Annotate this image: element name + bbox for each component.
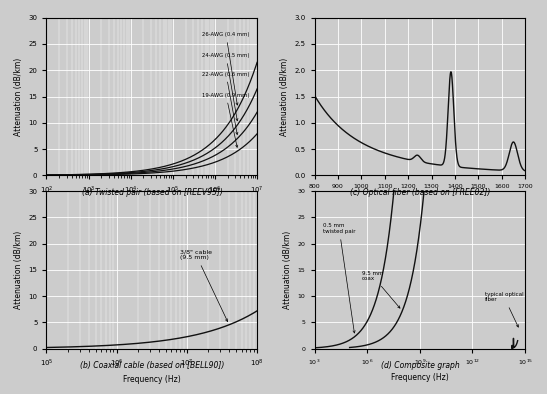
X-axis label: Frequency (Hz): Frequency (Hz) <box>123 375 181 384</box>
Y-axis label: Attenuation (dB/km): Attenuation (dB/km) <box>14 58 23 136</box>
Text: (b) Coaxial cable (based on [BELL90]): (b) Coaxial cable (based on [BELL90]) <box>80 361 224 370</box>
Y-axis label: Attenuation (dB/km): Attenuation (dB/km) <box>283 231 292 309</box>
Text: (c) Optical fiber (based on [FREE02]): (c) Optical fiber (based on [FREE02]) <box>350 188 490 197</box>
Text: 22-AWG (0.6 mm): 22-AWG (0.6 mm) <box>202 72 250 134</box>
Text: (d) Composite graph: (d) Composite graph <box>381 361 459 370</box>
Text: typical optical
fiber: typical optical fiber <box>485 292 523 327</box>
X-axis label: Wavelength in vacuum (nm): Wavelength in vacuum (nm) <box>365 195 474 204</box>
Text: 0.5 mm
twisted pair: 0.5 mm twisted pair <box>323 223 356 333</box>
Text: 24-AWG (0.5 mm): 24-AWG (0.5 mm) <box>202 53 250 121</box>
Text: 9.5 mm
coax: 9.5 mm coax <box>362 271 400 308</box>
Text: 26-AWG (0.4 mm): 26-AWG (0.4 mm) <box>202 32 250 105</box>
X-axis label: Frequency (Hz): Frequency (Hz) <box>391 373 449 381</box>
Text: (a) Twisted pair (based on [REEV95]): (a) Twisted pair (based on [REEV95]) <box>82 188 223 197</box>
Text: 19-AWG (0.9 mm): 19-AWG (0.9 mm) <box>202 93 250 147</box>
Y-axis label: Attenuation (dB/km): Attenuation (dB/km) <box>14 231 23 309</box>
Text: 3/8" cable
(9.5 mm): 3/8" cable (9.5 mm) <box>180 249 228 322</box>
X-axis label: Frequency (Hz): Frequency (Hz) <box>123 201 181 210</box>
Y-axis label: Attenuation (dB/km): Attenuation (dB/km) <box>280 58 289 136</box>
